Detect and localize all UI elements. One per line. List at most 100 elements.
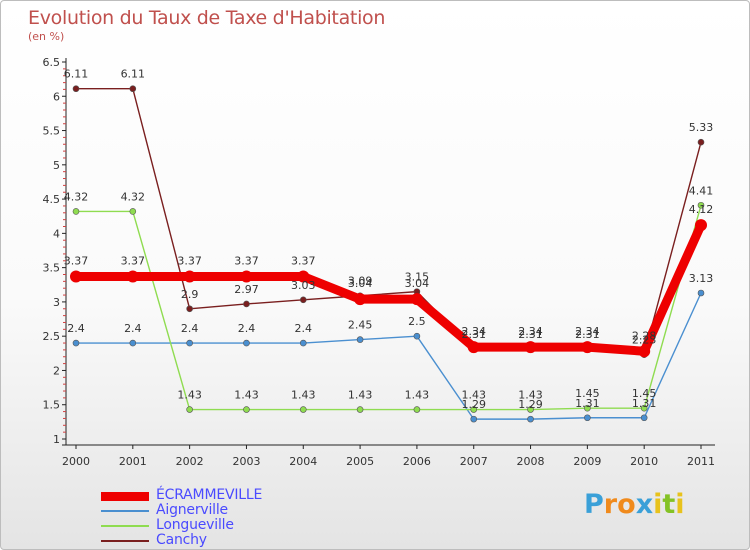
data-point bbox=[299, 406, 307, 413]
data-point bbox=[640, 414, 648, 422]
data-point bbox=[410, 293, 423, 306]
legend-label: Longueville bbox=[156, 517, 234, 533]
data-label: 1.43 bbox=[518, 389, 543, 402]
data-point bbox=[524, 341, 537, 354]
data-point bbox=[467, 341, 480, 354]
data-label: 4.41 bbox=[689, 184, 714, 197]
legend-label: Aignerville bbox=[156, 502, 228, 518]
data-point bbox=[581, 341, 594, 354]
data-label: 1.43 bbox=[234, 389, 259, 402]
data-label: 2.45 bbox=[348, 319, 373, 332]
data-point bbox=[299, 339, 307, 347]
data-point bbox=[129, 339, 137, 347]
data-label: 4.32 bbox=[64, 190, 89, 203]
x-tick-label: 2001 bbox=[119, 455, 147, 468]
data-point bbox=[470, 406, 478, 413]
data-label: 2.34 bbox=[518, 325, 543, 338]
chart-title: Evolution du Taux de Taxe d'Habitation bbox=[28, 7, 386, 29]
data-point bbox=[129, 85, 137, 93]
data-label: 3.13 bbox=[689, 272, 714, 285]
logo-letter: t bbox=[662, 489, 676, 520]
legend-swatch bbox=[101, 492, 149, 501]
data-label: 3.04 bbox=[348, 277, 373, 290]
data-point bbox=[72, 339, 80, 347]
data-label: 2.28 bbox=[632, 329, 657, 342]
y-tick-label: 2 bbox=[53, 364, 60, 377]
data-point bbox=[297, 270, 310, 283]
data-label: 2.97 bbox=[234, 283, 259, 296]
data-label: 2.4 bbox=[181, 322, 199, 335]
data-point bbox=[186, 406, 193, 413]
data-label: 3.03 bbox=[291, 279, 316, 292]
data-label: 2.4 bbox=[295, 322, 313, 335]
data-label: 3.37 bbox=[121, 255, 146, 268]
data-point bbox=[638, 345, 651, 358]
data-label: 6.11 bbox=[64, 68, 89, 81]
x-tick-label: 2002 bbox=[176, 455, 204, 468]
data-label: 4.32 bbox=[121, 190, 146, 203]
data-point bbox=[243, 339, 250, 347]
data-point bbox=[470, 415, 478, 423]
data-point bbox=[129, 208, 137, 215]
data-point bbox=[299, 296, 307, 304]
data-label: 1.43 bbox=[291, 389, 316, 402]
data-point bbox=[697, 138, 705, 146]
data-label: 5.33 bbox=[689, 121, 714, 134]
data-label: 2.31 bbox=[575, 328, 600, 341]
logo-letter: i bbox=[653, 489, 663, 520]
data-point bbox=[527, 406, 534, 413]
y-tick-label: 5 bbox=[53, 159, 60, 172]
data-label: 3.37 bbox=[177, 255, 202, 268]
data-point bbox=[354, 293, 367, 306]
data-label: 2.23 bbox=[632, 334, 657, 347]
data-point bbox=[356, 406, 364, 413]
data-label: 1.31 bbox=[575, 397, 600, 410]
legend-swatch bbox=[101, 525, 149, 527]
data-point bbox=[240, 270, 253, 283]
legend-label: Canchy bbox=[156, 532, 207, 548]
data-label: 2.5 bbox=[408, 315, 426, 328]
x-tick-label: 2007 bbox=[460, 455, 488, 468]
logo-letter: o bbox=[617, 489, 636, 520]
logo-letter: x bbox=[635, 489, 654, 520]
x-tick-label: 2010 bbox=[630, 455, 658, 468]
data-label: 1.45 bbox=[632, 387, 657, 400]
data-point bbox=[695, 219, 707, 232]
y-tick-label: 3.5 bbox=[43, 262, 61, 275]
y-tick-label: 2.5 bbox=[43, 330, 61, 343]
data-label: 1.43 bbox=[348, 389, 373, 402]
logo-letter: i bbox=[675, 489, 685, 520]
data-point bbox=[243, 406, 250, 413]
x-tick-label: 2003 bbox=[232, 455, 260, 468]
y-tick-label: 4.5 bbox=[43, 193, 61, 206]
data-point bbox=[186, 305, 193, 313]
y-tick-label: 4 bbox=[53, 227, 60, 240]
data-point bbox=[527, 415, 534, 423]
data-label: 1.43 bbox=[405, 389, 430, 402]
data-point bbox=[243, 300, 250, 308]
proxiti-logo: Proxiti bbox=[584, 489, 685, 520]
data-point bbox=[697, 289, 705, 297]
data-point bbox=[356, 336, 364, 343]
data-label: 3.37 bbox=[291, 255, 316, 268]
data-label: 1.31 bbox=[632, 397, 657, 410]
legend-label: ÉCRAMMEVILLE bbox=[156, 487, 263, 503]
y-tick-label: 1.5 bbox=[43, 399, 61, 412]
data-label: 3.37 bbox=[234, 255, 259, 268]
data-point bbox=[70, 270, 82, 283]
x-tick-label: 2000 bbox=[62, 455, 90, 468]
data-label: 3.04 bbox=[405, 277, 430, 290]
data-label: 3.15 bbox=[405, 271, 430, 284]
y-tick-label: 3 bbox=[53, 296, 60, 309]
series-line-aignerville bbox=[75, 292, 702, 420]
logo-letter: r bbox=[603, 489, 618, 520]
x-tick-label: 2005 bbox=[346, 455, 374, 468]
chart-subtitle: (en %) bbox=[28, 30, 65, 43]
data-label: 4.12 bbox=[689, 203, 714, 216]
data-label: 2.34 bbox=[575, 325, 600, 338]
y-tick-label: 6.5 bbox=[43, 56, 61, 69]
data-label: 1.43 bbox=[177, 389, 202, 402]
data-label: 3.37 bbox=[64, 255, 89, 268]
